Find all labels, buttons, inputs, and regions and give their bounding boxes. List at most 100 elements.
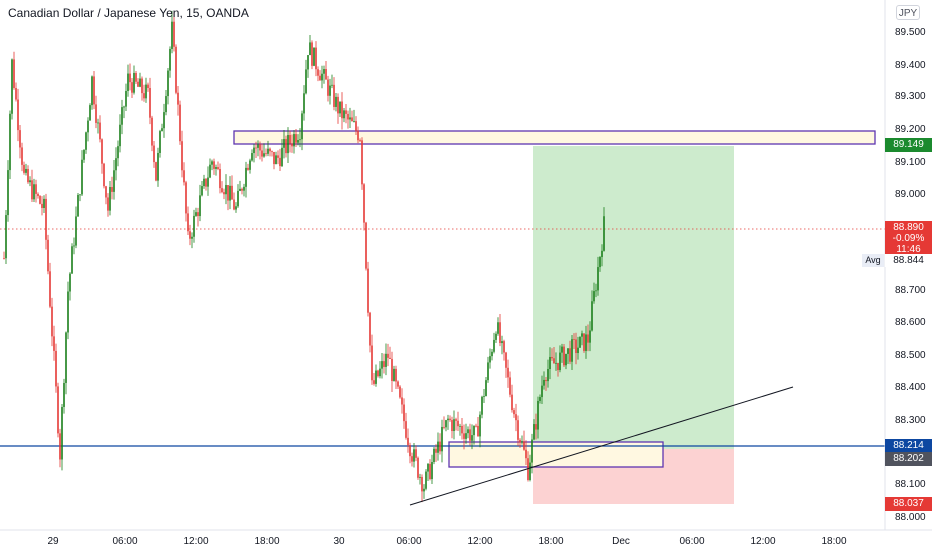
time-axis[interactable]: 29 06:00 12:00 18:00 30 06:00 12:00 18:0… <box>47 536 847 547</box>
chart-title[interactable]: Canadian Dollar / Japanese Yen, 15, OAND… <box>8 6 249 20</box>
candle-body <box>141 78 143 94</box>
candle-body <box>537 400 539 430</box>
candle-body <box>189 231 191 239</box>
candle-body <box>291 143 293 147</box>
candle-body <box>203 178 205 187</box>
profit-zone[interactable] <box>533 146 734 449</box>
candle-body <box>17 99 19 131</box>
candle-body <box>313 47 315 66</box>
candle-body <box>35 184 37 194</box>
candle-body <box>519 439 521 443</box>
candle-body <box>245 167 247 187</box>
candle-body <box>239 188 241 191</box>
candle-body <box>185 182 187 214</box>
candle-body <box>297 140 299 143</box>
candle-body <box>381 361 383 369</box>
avg-price-tag: 88.844 <box>885 254 932 267</box>
candle-body <box>137 81 139 87</box>
candle-body <box>155 162 157 181</box>
candle-body <box>233 199 235 210</box>
candle-body <box>429 463 431 480</box>
candle-body <box>61 406 63 460</box>
candle-body <box>581 333 583 337</box>
candle-body <box>595 290 597 292</box>
candle-body <box>545 379 547 382</box>
candle-body <box>23 164 25 173</box>
y-tick: 89.500 <box>895 27 926 38</box>
candle-body <box>383 361 385 367</box>
candle-body <box>469 429 471 441</box>
candle-body <box>317 69 319 76</box>
candle-body <box>357 130 359 141</box>
candle-body <box>273 151 275 165</box>
candle-body <box>167 70 169 97</box>
candle-body <box>147 84 149 88</box>
candle-body <box>501 341 503 344</box>
trend-line[interactable] <box>409 386 794 506</box>
candle-body <box>341 101 343 119</box>
candle-body <box>387 353 389 358</box>
candle-body <box>113 170 115 192</box>
candle-body <box>57 386 59 434</box>
resistance-zone[interactable] <box>233 130 876 145</box>
candle-body <box>123 106 125 108</box>
candle-body <box>65 332 67 383</box>
candle-body <box>251 153 253 161</box>
candle-body <box>243 186 245 191</box>
candle-body <box>505 352 507 368</box>
candle-body <box>535 424 537 430</box>
candle-body <box>309 42 311 56</box>
candle-body <box>213 161 215 169</box>
candle-body <box>235 206 237 210</box>
candle-body <box>347 113 349 120</box>
candle-body <box>117 146 119 159</box>
candle-body <box>343 110 345 119</box>
candle-body <box>129 73 131 83</box>
currency-button[interactable]: JPY <box>896 5 920 20</box>
candle-body <box>459 425 461 427</box>
candle-body <box>455 419 457 421</box>
candle-body <box>163 112 165 129</box>
candle-body <box>75 216 77 246</box>
candle-body <box>109 187 111 211</box>
candle-body <box>199 195 201 217</box>
candle-body <box>377 370 379 377</box>
candle-body <box>349 117 351 120</box>
price-axis[interactable]: 89.500 89.400 89.300 89.200 89.100 89.00… <box>895 27 926 523</box>
candle-body <box>413 449 415 462</box>
candle-body <box>551 356 553 359</box>
candle-body <box>39 196 41 204</box>
candle-body <box>547 369 549 382</box>
x-tick: 06:00 <box>396 536 421 547</box>
candle-body <box>277 155 279 158</box>
x-tick: 18:00 <box>538 536 563 547</box>
candle-body <box>73 245 75 247</box>
candle-body <box>453 419 455 432</box>
candle-body <box>405 421 407 438</box>
candle-body <box>299 139 301 141</box>
candle-body <box>207 177 209 187</box>
candle-body <box>571 339 573 362</box>
position-tool[interactable] <box>533 146 734 504</box>
candle-body <box>217 167 219 170</box>
candle-body <box>247 167 249 170</box>
candle-body <box>483 396 485 397</box>
candle-body <box>107 197 109 211</box>
current-price-tag: 88.890 -0.09% 11:46 <box>885 221 932 255</box>
candle-body <box>441 426 443 452</box>
candle-body <box>181 141 183 171</box>
candle-body <box>103 163 105 187</box>
candle-body <box>465 433 467 439</box>
candle-body <box>43 198 45 208</box>
candle-body <box>601 250 603 258</box>
candle-body <box>229 185 231 201</box>
candle-body <box>87 120 89 133</box>
y-tick: 88.400 <box>895 382 926 393</box>
candle-body <box>53 336 55 351</box>
y-tick: 89.100 <box>895 157 926 168</box>
candle-body <box>399 386 401 398</box>
candle-body <box>389 357 391 359</box>
candle-body <box>179 104 181 142</box>
candle-body <box>195 212 197 216</box>
